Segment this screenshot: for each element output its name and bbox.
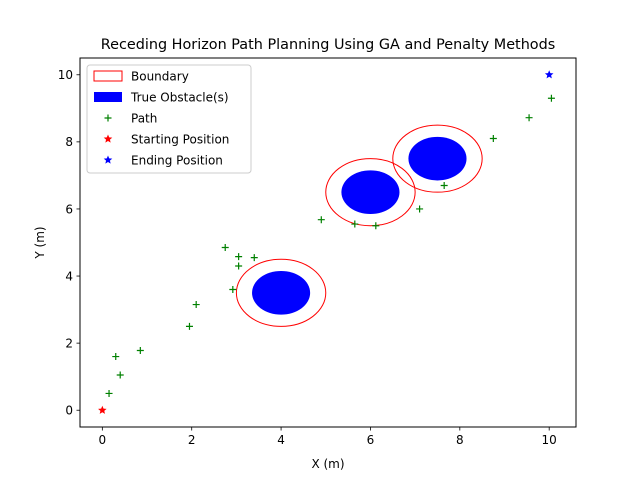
path-point-14 bbox=[372, 222, 380, 230]
chart-title: Receding Horizon Path Planning Using GA … bbox=[101, 37, 556, 53]
x-tick-label: 10 bbox=[542, 433, 557, 447]
path-point-5 bbox=[185, 322, 193, 330]
y-tick-label: 6 bbox=[65, 202, 73, 216]
path-point-17 bbox=[489, 135, 497, 143]
x-axis-ticks: 0 2 4 6 8 10 bbox=[99, 427, 557, 447]
legend-entry-start: Starting Position bbox=[103, 132, 229, 146]
x-tick-label: 0 bbox=[99, 433, 107, 447]
path-point-18 bbox=[525, 114, 533, 122]
legend-label: Path bbox=[131, 111, 157, 125]
legend-boundary-swatch bbox=[93, 70, 123, 82]
legend-entry-boundary: Boundary bbox=[93, 69, 189, 83]
y-tick-label: 4 bbox=[65, 269, 73, 283]
legend-start-marker bbox=[103, 134, 113, 143]
legend: Boundary True Obstacle(s) Path Starting Pos… bbox=[86, 64, 252, 174]
boundary-circle-1 bbox=[235, 258, 327, 327]
x-tick-label: 2 bbox=[188, 433, 196, 447]
path-point-11 bbox=[250, 254, 258, 262]
boundary-layer bbox=[235, 124, 483, 327]
legend-obstacle-swatch bbox=[94, 92, 122, 102]
boundary-circle-2 bbox=[325, 158, 416, 227]
y-tick-label: 10 bbox=[58, 68, 73, 82]
path-layer bbox=[105, 94, 555, 397]
legend-end-marker bbox=[103, 155, 113, 164]
y-axis-label: Y (m) bbox=[33, 226, 47, 259]
y-tick-label: 8 bbox=[65, 135, 73, 149]
legend-box bbox=[86, 64, 252, 174]
path-point-7 bbox=[229, 285, 237, 293]
y-tick-label: 0 bbox=[65, 404, 73, 418]
endpoint-layer bbox=[98, 70, 554, 414]
legend-label: Ending Position bbox=[131, 153, 223, 167]
x-tick-label: 6 bbox=[367, 433, 375, 447]
legend-path-marker bbox=[104, 114, 112, 122]
path-point-1 bbox=[105, 389, 113, 397]
path-point-4 bbox=[136, 347, 144, 355]
y-tick-label: 2 bbox=[65, 336, 73, 350]
obstacle-2 bbox=[341, 170, 400, 214]
path-point-16 bbox=[440, 181, 448, 189]
path-point-19 bbox=[547, 94, 555, 102]
obstacle-1 bbox=[252, 271, 311, 315]
path-point-6 bbox=[192, 301, 200, 309]
path-point-15 bbox=[416, 205, 424, 213]
path-point-12 bbox=[317, 216, 325, 224]
path-point-10 bbox=[221, 244, 229, 252]
obstacle-layer bbox=[252, 136, 467, 315]
path-point-3 bbox=[112, 353, 120, 361]
boundary-circle-3 bbox=[392, 124, 483, 193]
x-tick-label: 8 bbox=[456, 433, 464, 447]
x-tick-label: 4 bbox=[277, 433, 285, 447]
end-marker bbox=[544, 70, 554, 79]
path-point-9 bbox=[235, 253, 243, 261]
axes-frame bbox=[79, 57, 577, 428]
path-point-8 bbox=[235, 262, 243, 270]
path-point-2 bbox=[116, 371, 124, 379]
legend-entry-obstacle: True Obstacle(s) bbox=[94, 90, 229, 104]
legend-label: Starting Position bbox=[131, 132, 229, 146]
legend-entry-end: Ending Position bbox=[103, 153, 223, 167]
obstacle-3 bbox=[408, 136, 467, 181]
legend-label: Boundary bbox=[131, 69, 189, 83]
legend-label: True Obstacle(s) bbox=[130, 90, 229, 104]
y-axis-ticks: 0 2 4 6 8 10 bbox=[58, 68, 80, 418]
legend-entry-path: Path bbox=[104, 111, 157, 125]
x-axis-label: X (m) bbox=[311, 457, 344, 471]
plot-area bbox=[98, 70, 555, 414]
start-marker bbox=[98, 405, 107, 414]
path-point-13 bbox=[351, 220, 359, 228]
